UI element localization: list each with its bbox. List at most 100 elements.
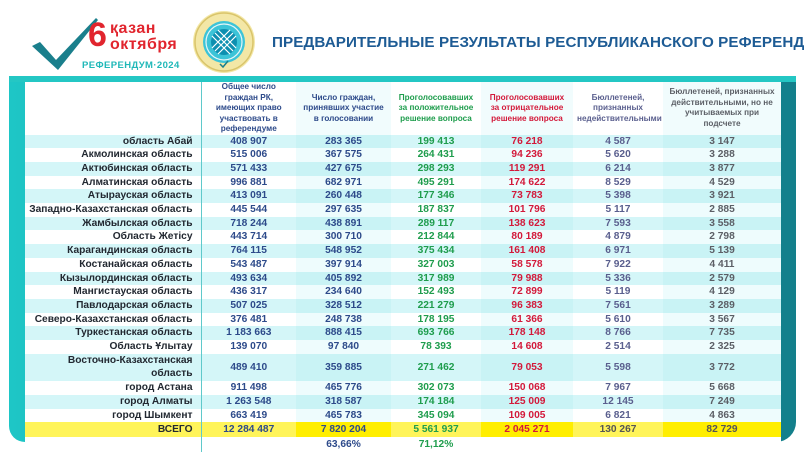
invalid-count: 5 620 [573, 148, 663, 162]
valid-uncounted-count: 7 249 [663, 394, 781, 409]
no-count: 101 796 [481, 203, 573, 217]
invalid-count: 2 514 [573, 340, 663, 354]
valid-uncounted-count: 2 325 [663, 340, 781, 354]
no-count: 161 408 [481, 244, 573, 258]
table-row: Акмолинская область 515 006 367 575 264 431… [25, 148, 781, 162]
table-row: Область Жетісу 443 714 300 710 212 844 80 18… [25, 230, 781, 245]
region-name: Западно-Казахстанская область [25, 203, 202, 217]
column-header-yes: Проголосовавших за положительное решение… [398, 92, 474, 123]
percentage-cell: 71,12% [391, 437, 481, 452]
participated-count: 359 885 [296, 353, 391, 382]
results-table-container: Общее число граждан РК, имеющих право уч… [25, 82, 781, 452]
no-count: 14 608 [481, 340, 573, 354]
region-name: Туркестанская область [25, 326, 202, 341]
eligible-count: 139 070 [201, 340, 296, 354]
invalid-count: 5 610 [573, 312, 663, 327]
region-name: город Астана [25, 381, 202, 395]
region-name: область Абай [25, 134, 202, 149]
checkmark-icon [32, 18, 98, 70]
column-header-region [25, 82, 202, 135]
invalid-count: 7 593 [573, 216, 663, 231]
participated-count: 260 448 [296, 189, 391, 204]
percentage-cell [481, 437, 573, 452]
table-row: Область Ұлытау 139 070 97 840 78 393 14 608 2… [25, 340, 781, 354]
participated-count: 397 914 [296, 257, 391, 272]
eligible-count: 1 183 663 [201, 326, 296, 341]
percentage-cell [663, 437, 781, 452]
table-row: Туркестанская область 1 183 663 888 415 693… [25, 326, 781, 341]
logo-month-kz: қазан [110, 20, 156, 37]
table-row: Западно-Казахстанская область 445 544 297 … [25, 203, 781, 217]
region-name: Северо-Казахстанская область [25, 312, 202, 327]
eligible-count: 489 410 [201, 353, 296, 382]
yes-count: 345 094 [391, 408, 481, 423]
yes-count: 221 279 [391, 298, 481, 313]
participated-count: 438 891 [296, 216, 391, 231]
valid-uncounted-count: 4 863 [663, 408, 781, 423]
invalid-count: 5 336 [573, 271, 663, 286]
header: 6 қазан октября РЕФЕРЕНДУМ·2024 ПРЕДВАРИ… [0, 0, 804, 76]
invalid-count: 5 598 [573, 353, 663, 382]
yes-count: 495 291 [391, 175, 481, 190]
yes-count: 298 293 [391, 161, 481, 176]
column-header-valid-uncounted: Бюллетеней, признанных действительными, … [663, 82, 781, 135]
valid-uncounted-count: 4 411 [663, 257, 781, 272]
total-invalid-count: 130 267 [573, 422, 663, 438]
yes-count: 78 393 [391, 340, 481, 354]
no-count: 94 236 [481, 148, 573, 162]
no-count: 96 383 [481, 298, 573, 313]
valid-uncounted-count: 3 567 [663, 312, 781, 327]
participated-count: 888 415 [296, 326, 391, 341]
region-name: Акмолинская область [25, 148, 202, 162]
invalid-count: 8 766 [573, 326, 663, 341]
no-count: 80 189 [481, 230, 573, 245]
yes-count: 187 837 [391, 203, 481, 217]
participated-count: 548 952 [296, 244, 391, 258]
participated-count: 427 675 [296, 161, 391, 176]
eligible-count: 436 317 [201, 285, 296, 299]
participated-count: 248 738 [296, 312, 391, 327]
no-count: 178 148 [481, 326, 573, 341]
region-name: Алматинская область [25, 175, 202, 190]
invalid-count: 7 922 [573, 257, 663, 272]
participated-count: 97 840 [296, 340, 391, 354]
eligible-count: 718 244 [201, 216, 296, 231]
eligible-count: 507 025 [201, 298, 296, 313]
participated-count: 405 892 [296, 271, 391, 286]
eligible-count: 376 481 [201, 312, 296, 327]
invalid-count: 4 587 [573, 134, 663, 149]
region-name: Павлодарская область [25, 298, 202, 313]
logo-subtitle: РЕФЕРЕНДУМ·2024 [82, 60, 180, 71]
yes-count: 264 431 [391, 148, 481, 162]
valid-uncounted-count: 3 288 [663, 148, 781, 162]
eligible-count: 764 115 [201, 244, 296, 258]
invalid-count: 5 117 [573, 203, 663, 217]
no-count: 138 623 [481, 216, 573, 231]
column-header-invalid: Бюллетеней, признанных недействительными [577, 92, 662, 123]
election-commission-emblem-icon [193, 11, 255, 73]
no-count: 76 218 [481, 134, 573, 149]
participated-count: 297 635 [296, 203, 391, 217]
region-name: город Алматы [25, 394, 202, 409]
no-count: 73 783 [481, 189, 573, 204]
percentage-row: 63,66% 71,12% [25, 437, 781, 452]
table-row: Актюбинская область 571 433 427 675 298 293… [25, 161, 781, 176]
no-count: 109 005 [481, 408, 573, 423]
eligible-count: 996 881 [201, 175, 296, 190]
invalid-count: 8 529 [573, 175, 663, 190]
eligible-count: 443 714 [201, 230, 296, 245]
table-header-row: Общее число граждан РК, имеющих право уч… [25, 82, 781, 135]
table-row: область Абай 408 907 283 365 199 413 76 218 4… [25, 134, 781, 149]
total-yes-count: 5 561 937 [391, 422, 481, 438]
logo-month-ru: октября [110, 36, 178, 53]
table-row: Восточно-Казахстанская область 489 410 359… [25, 353, 781, 382]
valid-uncounted-count: 3 772 [663, 353, 781, 382]
no-count: 58 578 [481, 257, 573, 272]
valid-uncounted-count: 7 735 [663, 326, 781, 341]
region-name: город Шымкент [25, 408, 202, 423]
eligible-count: 408 907 [201, 134, 296, 149]
eligible-count: 493 634 [201, 271, 296, 286]
participated-count: 682 971 [296, 175, 391, 190]
eligible-count: 445 544 [201, 203, 296, 217]
valid-uncounted-count: 5 668 [663, 381, 781, 395]
